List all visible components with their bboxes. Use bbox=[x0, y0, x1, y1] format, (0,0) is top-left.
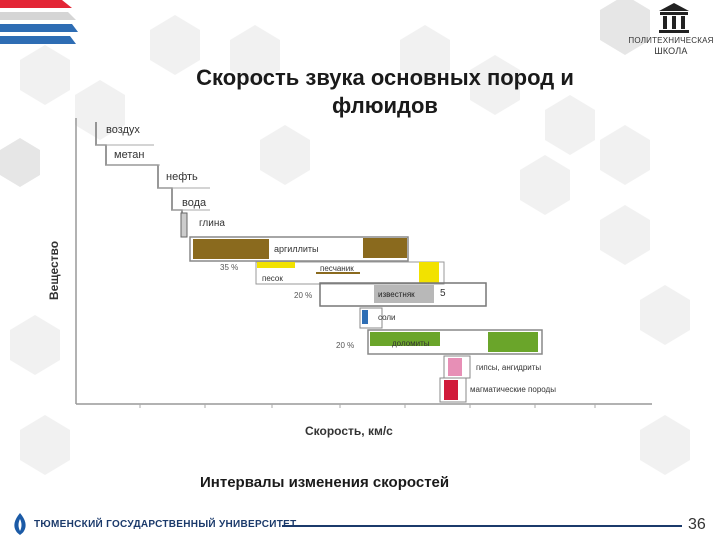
school-name-line1: ПОЛИТЕХНИЧЕСКАЯ bbox=[628, 36, 714, 45]
limestone-box bbox=[319, 282, 487, 307]
school-name-line2: ШКОЛА bbox=[654, 46, 688, 56]
sand-box bbox=[255, 261, 445, 285]
clay-bar bbox=[180, 212, 188, 238]
label-argillite: аргиллиты bbox=[274, 244, 318, 254]
label-limestone: известняк bbox=[378, 290, 415, 299]
label-clay: глина bbox=[199, 218, 225, 229]
label-magmatic: магматические породы bbox=[470, 385, 556, 394]
dolomite-bar-right bbox=[488, 332, 538, 352]
y-axis-label: Вещество bbox=[47, 241, 61, 300]
label-sandstone: песчаник bbox=[320, 264, 354, 273]
brand-stripes-logo bbox=[0, 0, 78, 44]
label-pct-20b: 20 % bbox=[336, 341, 354, 350]
gypsum-bar bbox=[448, 358, 462, 376]
label-dolomite: доломиты bbox=[392, 339, 430, 348]
salt-box bbox=[359, 307, 383, 329]
label-pct-5: 5 bbox=[440, 288, 446, 299]
argillite-bar-left bbox=[193, 239, 269, 259]
page-number: 36 bbox=[688, 516, 706, 533]
label-oil: нефть bbox=[166, 171, 198, 183]
university-name: ТЮМЕНСКИЙ ГОСУДАРСТВЕННЫЙ УНИВЕРСИТЕТ bbox=[34, 519, 297, 530]
label-gypsum: гипсы, ангидриты bbox=[476, 363, 541, 372]
label-water: вода bbox=[182, 197, 207, 209]
argillite-bar-right bbox=[363, 238, 407, 258]
label-sand: песок bbox=[262, 274, 283, 283]
sand-bar bbox=[257, 262, 295, 268]
dolomite-box bbox=[367, 329, 543, 355]
footer-divider bbox=[282, 525, 682, 527]
magmatic-bar bbox=[444, 380, 458, 400]
university-emblem-icon bbox=[14, 513, 26, 535]
dolomite-bar-left bbox=[370, 332, 440, 346]
slide-title-line1: Скорость звука основных пород и bbox=[196, 65, 574, 90]
label-salt: соли bbox=[378, 313, 396, 322]
magmatic-box bbox=[439, 377, 467, 403]
salt-bar bbox=[362, 310, 368, 324]
label-methane: метан bbox=[114, 149, 144, 161]
label-pct-20a: 20 % bbox=[294, 291, 312, 300]
argillite-box bbox=[189, 236, 409, 262]
sandstone-bar-right bbox=[419, 262, 439, 283]
x-axis-label: Скорость, км/с bbox=[305, 424, 393, 438]
slide-title-line2: флюидов bbox=[332, 93, 438, 118]
label-pct-35: 35 % bbox=[220, 263, 238, 272]
limestone-bar bbox=[374, 285, 434, 303]
building-icon bbox=[659, 3, 689, 33]
label-air: воздух bbox=[106, 124, 140, 136]
slide-subtitle: Интервалы изменения скоростей bbox=[200, 474, 450, 491]
